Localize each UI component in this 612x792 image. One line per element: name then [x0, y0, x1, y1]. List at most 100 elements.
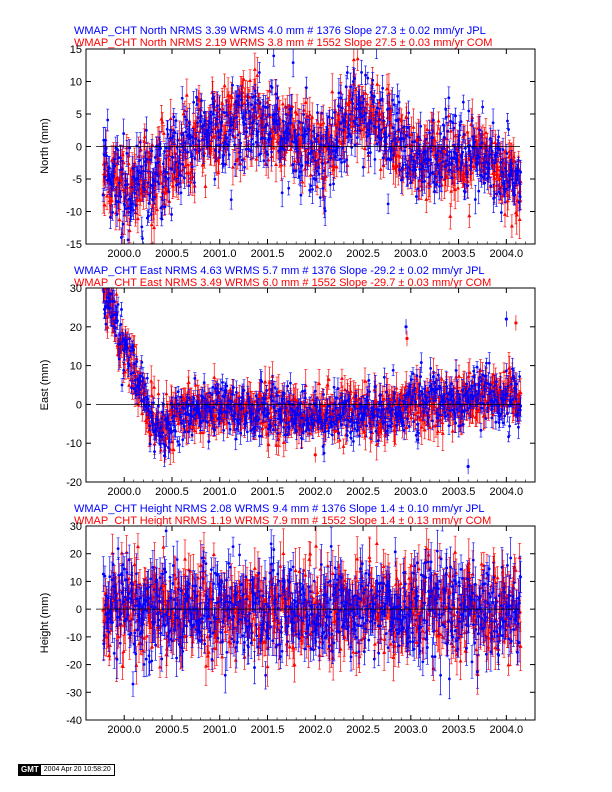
data-point [250, 137, 254, 141]
data-point [196, 121, 199, 125]
data-point [243, 122, 247, 126]
data-point [271, 118, 275, 122]
data-point [292, 168, 296, 172]
data-point [119, 236, 123, 239]
data-point [163, 150, 166, 153]
data-point [254, 156, 259, 161]
data-point [202, 154, 206, 158]
data-point [210, 130, 214, 134]
data-point [123, 204, 127, 207]
data-point [142, 139, 147, 143]
data-point [139, 165, 143, 169]
data-point [302, 113, 306, 116]
data-point [227, 153, 231, 156]
data-point [150, 149, 154, 153]
data-point [141, 237, 144, 240]
data-point [394, 153, 399, 158]
data-point [127, 206, 131, 210]
data-point [240, 103, 244, 107]
data-point [132, 163, 137, 167]
north-plot-area: 2000.0 2000.5 2001.0 2001.5 2002.0 2002.5 2003… [66, 44, 536, 260]
data-point [277, 122, 281, 126]
data-point [291, 61, 295, 65]
data-point [231, 134, 235, 138]
data-point [180, 96, 184, 100]
data-point [365, 101, 370, 106]
data-point [158, 171, 163, 176]
data-point [170, 213, 173, 216]
data-point [161, 185, 165, 189]
data-point [179, 191, 183, 195]
data-point [250, 121, 254, 125]
data-point [220, 120, 224, 124]
data-point [148, 158, 152, 162]
data-point [200, 162, 205, 166]
data-point [188, 179, 193, 184]
data-point [253, 89, 257, 93]
data-point [140, 225, 144, 229]
data-point [182, 141, 186, 145]
data-point [186, 170, 191, 175]
data-point [290, 139, 294, 143]
data-point [154, 171, 158, 174]
data-point [260, 116, 264, 120]
data-point [419, 183, 424, 188]
data-point [303, 129, 307, 133]
data-point [228, 129, 232, 132]
data-point [314, 178, 318, 181]
data-point [256, 98, 260, 102]
data-point [132, 208, 135, 212]
data-point [144, 128, 148, 132]
data-point [307, 112, 312, 117]
data-point [311, 187, 314, 191]
data-point [276, 96, 280, 100]
data-point [171, 156, 175, 159]
data-point [363, 91, 368, 95]
data-point [120, 152, 125, 157]
data-point [186, 150, 190, 154]
data-point [142, 169, 145, 173]
data-point [187, 121, 191, 125]
data-point [299, 193, 303, 197]
data-point [175, 183, 179, 187]
data-point [183, 115, 187, 119]
data-point [223, 162, 227, 166]
data-point [436, 118, 441, 123]
data-point [275, 131, 280, 136]
data-point [138, 140, 142, 144]
data-point [113, 194, 117, 198]
data-point [411, 125, 416, 129]
data-point [171, 134, 175, 138]
data-point [500, 193, 505, 198]
data-point [126, 161, 131, 166]
data-point [181, 163, 185, 166]
data-point [514, 212, 519, 217]
data-point [150, 184, 154, 188]
data-point [176, 166, 180, 169]
data-point [214, 122, 218, 126]
data-point [105, 193, 110, 198]
data-point [139, 171, 143, 174]
data-point [261, 112, 265, 116]
data-point [313, 159, 317, 163]
data-point [506, 154, 511, 159]
data-point [179, 174, 182, 177]
data-point [126, 183, 129, 186]
data-point [157, 160, 160, 164]
data-point [216, 130, 220, 133]
data-point [172, 115, 176, 119]
data-point [505, 193, 510, 197]
data-point [310, 141, 314, 145]
data-point [159, 146, 163, 150]
data-point [368, 103, 373, 107]
data-point [290, 107, 293, 111]
data-point [306, 160, 309, 164]
data-point [252, 119, 256, 123]
north-title-jpl: WMAP_CHT North NRMS 3.39 WRMS 4.0 mm # 1… [74, 25, 486, 37]
data-point [254, 140, 258, 144]
data-point [124, 179, 128, 183]
data-point [249, 103, 253, 107]
north-panel: WMAP_CHT North NRMS 3.39 WRMS 4.0 mm # 1… [39, 25, 536, 260]
data-point [119, 195, 123, 199]
data-point [266, 157, 271, 162]
